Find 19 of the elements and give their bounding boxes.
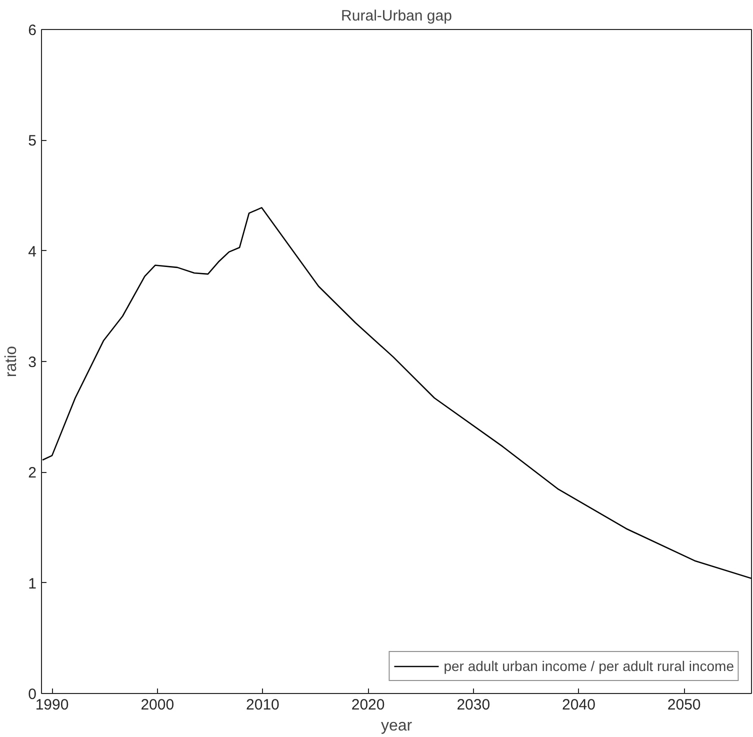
y-axis-title: ratio (3, 346, 20, 378)
x-tick-label: 2020 (351, 696, 385, 714)
line-series (42, 207, 752, 580)
y-tick-label: 1 (28, 575, 36, 592)
y-tick-label: 5 (28, 132, 36, 150)
y-tick-label: 2 (28, 464, 36, 482)
chart-title: Rural-Urban gap (341, 8, 452, 24)
x-tick-label: 2010 (246, 696, 280, 714)
x-tick-label: 2000 (140, 696, 174, 714)
x-tick-label: 2040 (562, 696, 596, 714)
x-tick-label: 2030 (456, 696, 490, 714)
x-tick-label: 2050 (667, 696, 701, 714)
y-tick-label: 0 (28, 686, 36, 703)
legend-label: per adult urban income / per adult rural income (444, 658, 734, 674)
y-tick-label: 3 (28, 354, 36, 371)
y-tick-label: 6 (28, 22, 36, 39)
y-tick-label: 4 (28, 243, 36, 260)
x-axis-title: year (380, 718, 413, 734)
x-tick-label: 1990 (35, 696, 69, 714)
